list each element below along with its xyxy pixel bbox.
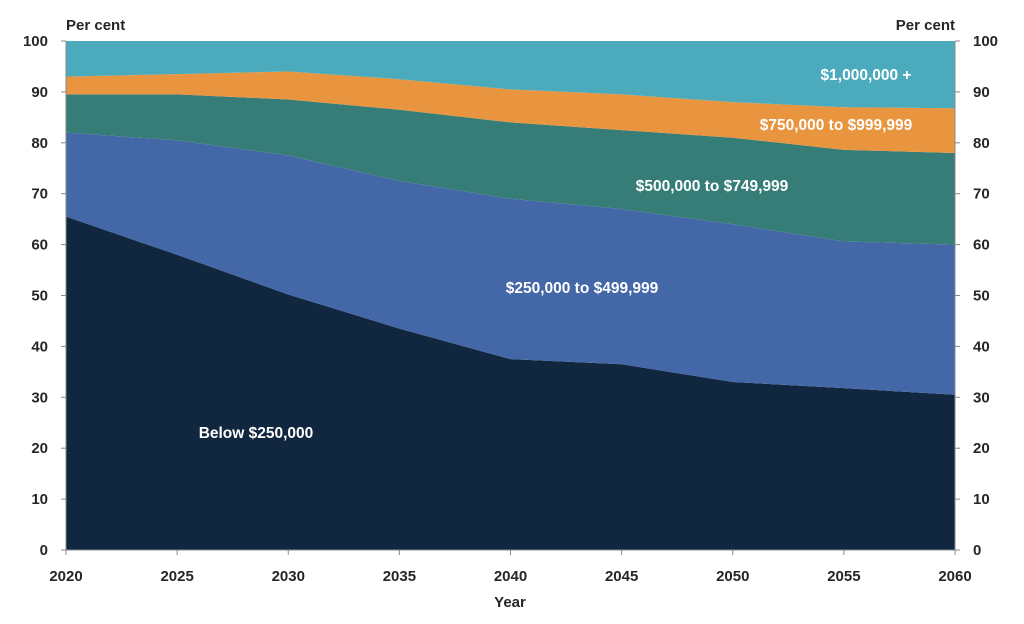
series-label-3: $750,000 to $999,999 (760, 117, 913, 134)
y-left-tick-label: 70 (31, 186, 48, 203)
y-right-tick-label: 20 (973, 440, 990, 457)
y-left-tick-label: 20 (31, 440, 48, 457)
x-tick-label: 2040 (494, 568, 527, 585)
y-right-tick-label: 10 (973, 491, 990, 508)
y-right-tick-label: 100 (973, 33, 998, 50)
y-left-tick-label: 50 (31, 288, 48, 305)
series-label-2: $500,000 to $749,999 (636, 178, 789, 195)
series-label-4: $1,000,000 + (821, 67, 912, 84)
y-left-tick-label: 0 (40, 542, 48, 559)
x-tick-label: 2025 (160, 568, 193, 585)
x-tick-label: 2045 (605, 568, 638, 585)
y-right-tick-label: 80 (973, 135, 990, 152)
y-right-tick-label: 0 (973, 542, 981, 559)
area-series-2 (66, 94, 955, 245)
y-left-tick-label: 90 (31, 84, 48, 101)
y-axis-left-title: Per cent (66, 17, 125, 34)
x-tick-label: 2030 (272, 568, 305, 585)
y-right-tick-label: 30 (973, 389, 990, 406)
y-left-tick-label: 10 (31, 491, 48, 508)
y-right-tick-label: 90 (973, 84, 990, 101)
x-tick-label: 2050 (716, 568, 749, 585)
y-left-tick-label: 80 (31, 135, 48, 152)
y-right-tick-label: 70 (973, 186, 990, 203)
y-right-tick-label: 40 (973, 338, 990, 355)
y-left-tick-label: 100 (23, 33, 48, 50)
y-right-tick-label: 60 (973, 237, 990, 254)
area-series-4 (66, 41, 955, 109)
x-tick-label: 2060 (938, 568, 971, 585)
y-axis-left-ticks: 0 10 20 30 40 50 60 70 80 90 100 (23, 33, 66, 559)
series-labels: Below $250,000 $250,000 to $499,999 $500,0… (199, 67, 913, 442)
area-series-0 (66, 216, 955, 550)
area-series-1 (66, 132, 955, 395)
x-tick-label: 2055 (827, 568, 860, 585)
x-tick-label: 2035 (383, 568, 416, 585)
x-tick-label: 2020 (49, 568, 82, 585)
x-axis-title: Year (494, 594, 526, 611)
series-label-1: $250,000 to $499,999 (506, 280, 659, 297)
series-label-0: Below $250,000 (199, 425, 314, 442)
y-left-tick-label: 30 (31, 389, 48, 406)
y-left-tick-label: 60 (31, 237, 48, 254)
y-left-tick-label: 40 (31, 338, 48, 355)
x-axis-ticks: 2020 2025 2030 2035 2040 2045 2050 2055 2060 (49, 550, 972, 585)
area-layers (66, 41, 955, 550)
area-series-3 (66, 71, 955, 153)
y-axis-right-title: Per cent (896, 17, 955, 34)
y-axis-right-ticks: 0 10 20 30 40 50 60 70 80 90 100 (955, 33, 998, 559)
y-right-tick-label: 50 (973, 288, 990, 305)
